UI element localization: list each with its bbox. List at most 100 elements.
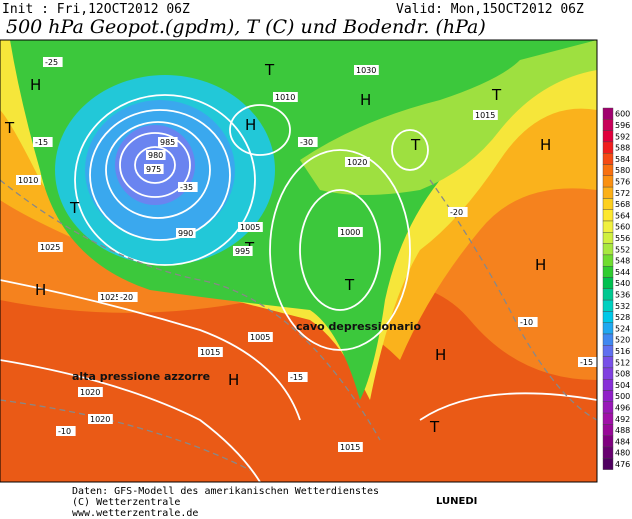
- legend-swatch: [602, 107, 614, 120]
- contour-label: -10: [520, 318, 533, 327]
- legend-label: 496: [615, 403, 630, 412]
- legend-swatch: [602, 220, 614, 233]
- contour-label: 1015: [200, 348, 220, 357]
- legend-label: 476: [615, 460, 630, 469]
- legend-label: 596: [615, 121, 630, 130]
- contour-label: 1000: [340, 228, 360, 237]
- footer-line: www.wetterzentrale.de: [72, 508, 198, 519]
- legend-swatch: [602, 401, 614, 414]
- contour-label: 990: [178, 229, 193, 238]
- legend-label: 564: [615, 211, 630, 220]
- contour-label: 1005: [250, 333, 270, 342]
- label-box: [16, 175, 41, 185]
- footer-line: Daten: GFS-Modell des amerikanischen Wet…: [72, 486, 379, 497]
- legend-swatch: [602, 130, 614, 143]
- contour-label: 1020: [347, 158, 367, 167]
- pressure-center: T: [410, 136, 421, 154]
- contour-label: 980: [148, 151, 163, 160]
- legend-label: 488: [615, 426, 630, 435]
- legend-label: 548: [615, 257, 630, 266]
- contour-label: 1005: [240, 223, 260, 232]
- contour-label: 995: [235, 247, 250, 256]
- legend-label: 552: [615, 245, 630, 254]
- pressure-center: T: [4, 119, 15, 137]
- legend-swatch: [602, 345, 614, 357]
- legend-swatch: [602, 254, 614, 267]
- init-time: Init : Fri,12OCT2012 06Z: [2, 2, 190, 17]
- label-box: [354, 65, 379, 75]
- legend-swatch: [602, 243, 614, 256]
- legend-swatch: [602, 175, 614, 188]
- legend-label: 536: [615, 290, 630, 299]
- label-box: [288, 372, 308, 382]
- pressure-center: H: [435, 346, 446, 364]
- annotation: alta pressione azzorre: [72, 370, 210, 383]
- label-box: [38, 242, 63, 252]
- label-box: [273, 92, 298, 102]
- pressure-center: H: [35, 281, 46, 299]
- contour-label: 1020: [80, 388, 100, 397]
- contour-label: -15: [580, 358, 593, 367]
- label-box: [118, 292, 138, 302]
- legend-swatch: [602, 232, 614, 244]
- legend-label: 592: [615, 132, 630, 141]
- label-box: [473, 110, 498, 120]
- pressure-center: T: [69, 199, 80, 217]
- legend-swatch: [602, 390, 614, 403]
- legend-swatch: [602, 299, 614, 312]
- contour-label: 1010: [275, 93, 295, 102]
- contour-label: -35: [180, 183, 193, 192]
- map: HHHHHHHHTTTTTTTT102510201015101010051000…: [0, 40, 597, 482]
- legend-swatch: [602, 277, 614, 290]
- legend-label: 556: [615, 234, 630, 243]
- legend-swatch: [602, 379, 614, 391]
- legend-label: 480: [615, 449, 630, 458]
- contour-label: -15: [290, 373, 303, 382]
- label-box: [144, 164, 164, 174]
- day-label: LUNEDI: [436, 496, 477, 507]
- contour-label: -20: [450, 208, 463, 217]
- contour-label: -25: [45, 58, 58, 67]
- map-labels: HHHHHHHHTTTTTTTT102510201015101010051000…: [4, 57, 597, 452]
- legend-label: 580: [615, 166, 630, 175]
- pressure-center: H: [30, 76, 41, 94]
- legend-swatch: [602, 458, 614, 470]
- legend-swatch: [602, 412, 614, 425]
- legend-label: 500: [615, 392, 630, 401]
- pressure-center: H: [360, 91, 371, 109]
- contour-label: 1030: [356, 66, 376, 75]
- legend-label: 532: [615, 302, 630, 311]
- contour-label: -20: [120, 293, 133, 302]
- contour-label: -30: [300, 138, 313, 147]
- legend-swatch: [602, 311, 614, 323]
- legend-swatch: [602, 141, 614, 154]
- label-box: [178, 182, 198, 192]
- contour-label: 1015: [475, 111, 495, 120]
- legend-swatch: [602, 424, 614, 436]
- color-legend: 600 596 592 588 584 580 576 572 568 564 560 556 552 5…: [602, 107, 630, 470]
- contour-label: 985: [160, 138, 175, 147]
- label-box: [78, 387, 103, 397]
- map-frame: [0, 39, 598, 483]
- label-box: [248, 332, 273, 342]
- contour-label: -15: [35, 138, 48, 147]
- footer-line: (C) Wetterzentrale: [72, 497, 180, 508]
- legend-swatch: [602, 186, 614, 199]
- contour-label: 975: [146, 165, 161, 174]
- label-box: [448, 207, 468, 217]
- isobars: [0, 94, 597, 482]
- pressure-center: H: [228, 371, 239, 389]
- legend-swatch: [602, 435, 614, 448]
- label-box: [33, 137, 53, 147]
- legend-swatch: [602, 209, 614, 222]
- ridge-zone: [300, 40, 597, 195]
- legend-label: 600: [615, 110, 630, 119]
- legend-label: 492: [615, 415, 630, 424]
- label-box: [98, 292, 123, 302]
- pressure-center: H: [540, 136, 551, 154]
- label-box: [345, 157, 370, 167]
- legend-label: 516: [615, 347, 630, 356]
- isotherms: [0, 179, 597, 471]
